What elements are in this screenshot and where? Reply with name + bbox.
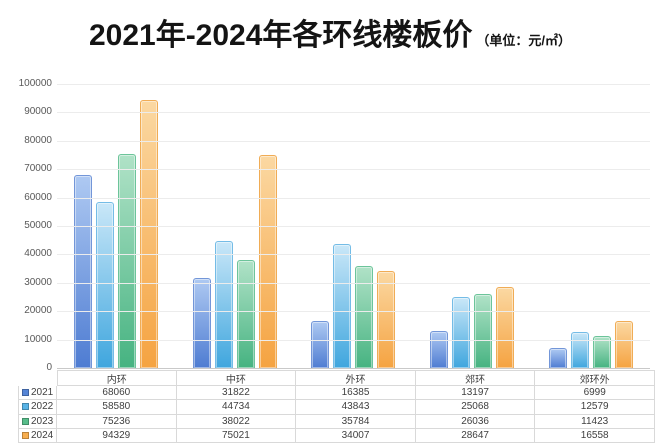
bar-2022-cat1 bbox=[214, 240, 233, 368]
gridline bbox=[57, 282, 650, 284]
gridline bbox=[57, 169, 650, 171]
category-header-0: 内环 bbox=[57, 370, 177, 386]
gridline bbox=[57, 140, 650, 142]
plot-area: 100000 90000 80000 70000 60000 50000 40000 3000… bbox=[19, 79, 650, 373]
gridline bbox=[57, 112, 650, 114]
bar-2024-cat1 bbox=[258, 154, 277, 368]
gridline bbox=[57, 197, 650, 199]
value-cell-2024-cat3: 28647 bbox=[415, 428, 536, 444]
y-axis-tick-label: 30000 bbox=[24, 276, 52, 288]
legend-swatch-2022 bbox=[22, 403, 29, 411]
value-cell-2024-cat0: 94329 bbox=[57, 428, 177, 444]
bar-2022-cat4 bbox=[570, 332, 589, 368]
legend-swatch-2021 bbox=[22, 389, 29, 397]
bar-2024-cat3 bbox=[496, 286, 515, 368]
category-header-4: 郊环外 bbox=[535, 370, 655, 386]
y-axis-tick-label: 70000 bbox=[24, 163, 52, 175]
bar-2023-cat0 bbox=[118, 154, 137, 368]
bar-2023-cat4 bbox=[592, 335, 611, 368]
legend-year-label: 2024 bbox=[31, 430, 54, 442]
table-corner-blank bbox=[18, 370, 57, 386]
value-cell-2023-cat1: 38022 bbox=[176, 414, 297, 429]
y-axis-tick-label: 80000 bbox=[24, 134, 52, 146]
y-axis-tick-label: 20000 bbox=[24, 305, 52, 317]
legend-swatch-2023 bbox=[22, 417, 29, 425]
value-cell-2022-cat2: 43843 bbox=[296, 400, 416, 415]
bar-2021-cat2 bbox=[311, 321, 330, 368]
gridline bbox=[57, 254, 650, 256]
value-cell-2021-cat4: 6999 bbox=[535, 386, 655, 401]
bar-2021-cat0 bbox=[74, 174, 93, 368]
bar-group-1 bbox=[176, 84, 295, 368]
gridline bbox=[57, 339, 650, 341]
bar-2022-cat2 bbox=[333, 243, 352, 368]
chart-title: 2021年-2024年各环线楼板价 （单位：元/㎡） bbox=[0, 10, 660, 54]
value-cell-2022-cat3: 25068 bbox=[415, 400, 536, 415]
value-cell-2022-cat1: 44734 bbox=[176, 400, 297, 415]
category-header-2: 外环 bbox=[296, 370, 416, 386]
value-cell-2022-cat0: 58580 bbox=[57, 400, 177, 415]
bar-2021-cat1 bbox=[192, 277, 211, 368]
y-axis-tick-label: 0 bbox=[46, 362, 52, 373]
bar-groups bbox=[57, 84, 650, 368]
legend-cell-2023: 2023 bbox=[18, 414, 57, 429]
category-header-3: 郊环 bbox=[415, 370, 536, 386]
bar-2023-cat2 bbox=[355, 266, 374, 368]
bar-2024-cat0 bbox=[140, 100, 159, 368]
value-cell-2021-cat1: 31822 bbox=[176, 386, 297, 401]
legend-year-label: 2023 bbox=[31, 415, 54, 427]
value-cell-2021-cat0: 68060 bbox=[57, 386, 177, 401]
bar-2022-cat3 bbox=[452, 296, 471, 368]
value-cell-2023-cat0: 75236 bbox=[57, 414, 177, 429]
value-cell-2021-cat3: 13197 bbox=[415, 386, 536, 401]
bar-group-4 bbox=[531, 84, 650, 368]
bar-2021-cat4 bbox=[548, 348, 567, 368]
chart-unit-label: （单位：元/㎡） bbox=[476, 33, 572, 48]
value-cell-2021-cat2: 16385 bbox=[296, 386, 416, 401]
y-axis-tick-label: 100000 bbox=[18, 78, 52, 89]
bar-2023-cat1 bbox=[236, 260, 255, 368]
y-axis-tick-label: 10000 bbox=[24, 333, 52, 345]
y-axis-tick-label: 50000 bbox=[24, 220, 52, 231]
y-axis-tick-label: 90000 bbox=[24, 106, 52, 118]
bar-2024-cat4 bbox=[614, 320, 633, 368]
value-cell-2024-cat4: 16558 bbox=[535, 428, 655, 444]
value-cell-2022-cat4: 12579 bbox=[535, 400, 655, 415]
chart-title-text: 2021年-2024年各环线楼板价 bbox=[88, 19, 473, 52]
legend-cell-2021: 2021 bbox=[18, 386, 57, 401]
bar-group-2 bbox=[294, 84, 413, 368]
value-cell-2023-cat3: 26036 bbox=[415, 414, 536, 429]
y-axis-tick-label: 40000 bbox=[24, 248, 52, 260]
value-cell-2024-cat2: 34007 bbox=[296, 428, 416, 444]
y-axis-tick-label: 60000 bbox=[24, 191, 52, 203]
legend-year-label: 2021 bbox=[31, 387, 54, 399]
legend-year-label: 2022 bbox=[31, 401, 54, 413]
bar-2022-cat0 bbox=[96, 201, 115, 368]
gridline bbox=[57, 84, 650, 85]
gridline bbox=[57, 226, 650, 227]
x-axis-line bbox=[57, 368, 650, 369]
legend-cell-2024: 2024 bbox=[18, 428, 57, 444]
value-cell-2023-cat4: 11423 bbox=[535, 414, 655, 429]
value-cell-2024-cat1: 75021 bbox=[176, 428, 297, 444]
data-table: 内环 中环 外环 郊环 郊环外 2021 68060 31822 16385 13197 6999 2… bbox=[18, 370, 655, 444]
bar-2021-cat3 bbox=[430, 330, 449, 368]
gridline bbox=[57, 311, 650, 313]
value-cell-2023-cat2: 35784 bbox=[296, 414, 416, 429]
bar-2024-cat2 bbox=[377, 271, 396, 368]
legend-cell-2022: 2022 bbox=[18, 400, 57, 415]
bar-group-0 bbox=[57, 84, 176, 368]
category-header-1: 中环 bbox=[176, 370, 297, 386]
legend-swatch-2024 bbox=[22, 432, 29, 440]
bar-2023-cat3 bbox=[474, 294, 493, 368]
